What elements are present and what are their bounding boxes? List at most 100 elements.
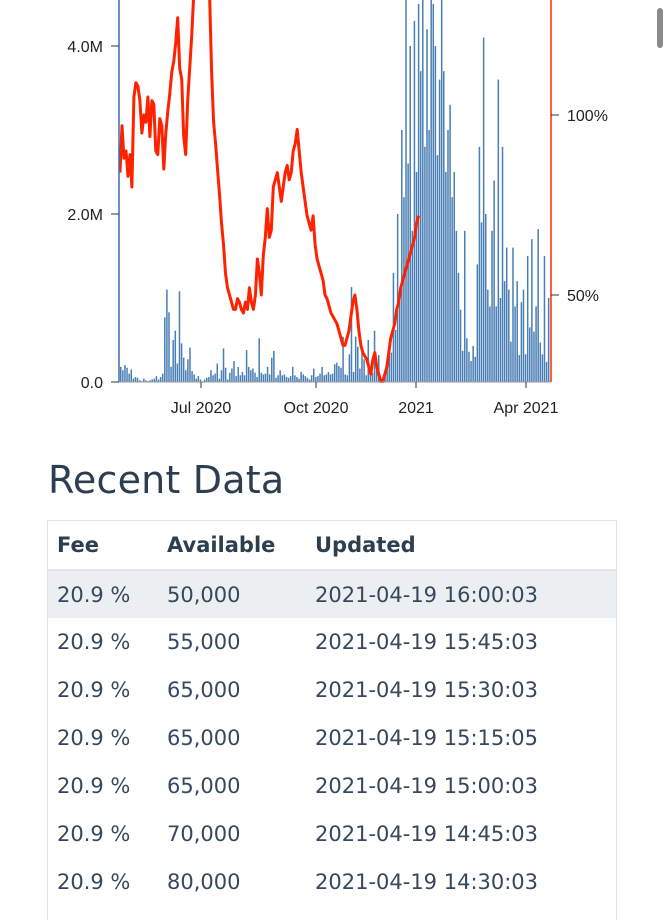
available-bar: [317, 376, 319, 382]
available-bar: [285, 376, 288, 382]
available-bar: [120, 366, 122, 382]
available-bar: [547, 298, 550, 382]
available-bar: [298, 378, 300, 382]
available-bar: [258, 338, 260, 382]
available-bar: [157, 379, 160, 382]
available-bar: [470, 361, 472, 382]
available-bar: [489, 306, 491, 382]
available-bar: [388, 345, 390, 382]
available-bar: [422, 0, 424, 382]
available-bar: [531, 239, 533, 382]
available-bar: [189, 347, 191, 382]
available-bar: [136, 377, 139, 382]
available-bar: [491, 230, 493, 382]
available-bar: [164, 317, 166, 382]
available-bar: [396, 214, 399, 382]
available-bar: [218, 378, 221, 382]
available-bar: [315, 376, 317, 382]
available-bar: [132, 378, 135, 382]
available-bar: [403, 197, 405, 382]
x-ticks: Jul 2020 Oct 2020 2021 Apr 2021: [171, 382, 559, 417]
available-bar: [342, 336, 344, 382]
available-bar: [401, 130, 403, 382]
available-bar: [495, 306, 497, 382]
available-bar: [541, 354, 544, 382]
available-bar: [445, 172, 447, 382]
available-bar: [327, 371, 330, 382]
available-bar: [310, 375, 313, 382]
available-bar: [369, 375, 372, 382]
table-header-row: Fee Available Updated: [48, 521, 616, 571]
available-bar: [363, 359, 365, 382]
available-bar: [461, 350, 464, 382]
available-bar: [493, 180, 495, 382]
available-bar: [447, 130, 449, 382]
available-cell: 65,000: [167, 774, 241, 798]
available-bar: [453, 172, 456, 382]
column-header-available[interactable]: Available: [158, 521, 306, 571]
available-bar: [195, 378, 198, 382]
available-bar: [440, 0, 443, 382]
available-bar: [239, 375, 242, 382]
updated-cell: 2021-04-19 15:15:05: [315, 726, 539, 750]
fee-cell: 20.9 %: [48, 570, 158, 618]
available-bar: [325, 374, 328, 382]
available-bar: [476, 264, 479, 382]
available-bar: [424, 146, 426, 382]
available-bar: [128, 373, 130, 382]
available-bar: [271, 357, 273, 382]
available-bar: [539, 342, 542, 382]
available-bars: [120, 0, 550, 383]
available-bar: [348, 354, 351, 382]
available-bar: [390, 352, 393, 382]
available-bar: [501, 146, 504, 382]
updated-cell: 2021-04-19 15:45:03: [315, 630, 539, 654]
column-header-fee[interactable]: Fee: [48, 521, 158, 571]
available-bar: [398, 298, 401, 382]
available-bar: [155, 376, 158, 382]
available-bar: [279, 370, 281, 382]
updated-cell: 2021-04-19 14:30:03: [315, 870, 539, 894]
page-scrollbar[interactable]: [657, 8, 663, 48]
available-bar: [260, 372, 263, 382]
available-bar: [457, 272, 460, 382]
available-bar: [159, 376, 162, 382]
available-bar: [206, 377, 208, 382]
available-bar: [256, 376, 258, 382]
available-bar: [277, 375, 279, 382]
available-bar: [199, 379, 202, 382]
available-bar: [514, 306, 516, 382]
available-bar: [409, 46, 411, 382]
available-bar: [333, 364, 336, 382]
available-bar: [245, 350, 248, 382]
available-bar: [533, 331, 535, 382]
available-bar: [226, 379, 229, 382]
table-row: 20.9 % 50,000 2021-04-19 16:00:03: [48, 570, 616, 618]
available-bar: [426, 29, 428, 382]
available-bar: [432, 4, 435, 382]
available-bar: [235, 376, 237, 382]
available-bar: [294, 375, 296, 382]
available-bar: [214, 373, 216, 382]
column-header-updated[interactable]: Updated: [306, 521, 616, 571]
recent-data-table: Fee Available Updated 20.9 % 50,000 2021…: [47, 520, 617, 920]
updated-cell: 2021-04-19 16:00:03: [306, 570, 616, 618]
available-bar: [237, 366, 239, 382]
table-row: 20.9 % 65,000 2021-04-19 15:30:03: [48, 666, 616, 714]
available-bar: [417, 4, 420, 382]
available-bar: [216, 363, 218, 382]
available-bar: [193, 374, 195, 382]
available-bar: [302, 374, 304, 382]
available-bar: [289, 376, 292, 382]
available-bar: [134, 376, 137, 382]
available-bar: [365, 375, 367, 382]
available-cell: 80,000: [167, 870, 241, 894]
available-cell: 50,000: [158, 570, 306, 618]
table-row: 20.9 % 55,000 2021-04-19 15:45:03: [48, 618, 616, 666]
y-right-tick-label: 100%: [567, 108, 608, 125]
available-bar: [474, 356, 476, 382]
available-bar: [386, 365, 388, 382]
x-tick-label: Jul 2020: [171, 400, 232, 417]
available-bar: [482, 37, 485, 382]
available-bar: [145, 380, 147, 382]
